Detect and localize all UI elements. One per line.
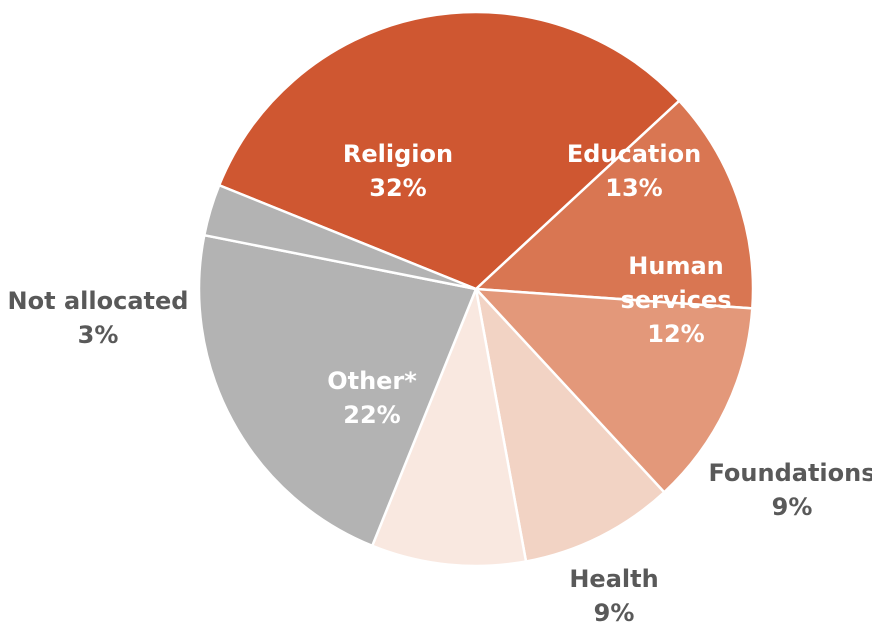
slice-label-human-services: Human services 12% xyxy=(620,252,731,348)
slice-label-not-allocated: Not allocated 3% xyxy=(8,287,189,349)
pie-slice-not-allocated xyxy=(203,183,478,291)
slice-value-label: 9% xyxy=(594,599,635,624)
pie-slice-foundations xyxy=(474,287,666,563)
pie-labels: Religion 32% Education 13% Human services 12% F… xyxy=(8,140,872,624)
slice-name-label: Health xyxy=(569,565,658,593)
pie-slices xyxy=(197,10,755,568)
slice-name-label: services xyxy=(620,286,731,314)
slice-value-label: 13% xyxy=(605,174,662,202)
slice-name-label: Education xyxy=(567,140,701,168)
slice-label-religion: Religion 32% xyxy=(343,140,453,202)
pie-slice-religion xyxy=(217,10,681,291)
pie-slice-education xyxy=(474,99,755,310)
slice-name-label: Not allocated xyxy=(8,287,189,315)
slice-value-label: 22% xyxy=(343,401,400,429)
pie-slice-health xyxy=(370,287,528,568)
slice-label-education: Education 13% xyxy=(567,140,701,202)
slice-name-label: Other* xyxy=(327,367,417,395)
slice-value-label: 3% xyxy=(78,321,119,349)
slice-name-label: Foundations xyxy=(708,459,872,487)
pie-slice-other xyxy=(197,233,478,548)
slice-name-label: Human xyxy=(628,252,723,280)
pie-slice-human-services xyxy=(474,287,754,494)
slice-name-label: Religion xyxy=(343,140,453,168)
slice-label-health: Health 9% xyxy=(569,565,658,624)
slice-value-label: 32% xyxy=(369,174,426,202)
slice-label-other: Other* 22% xyxy=(327,367,417,429)
slice-value-label: 9% xyxy=(772,493,813,521)
slice-label-foundations: Foundations 9% xyxy=(708,459,872,521)
slice-value-label: 12% xyxy=(647,320,704,348)
